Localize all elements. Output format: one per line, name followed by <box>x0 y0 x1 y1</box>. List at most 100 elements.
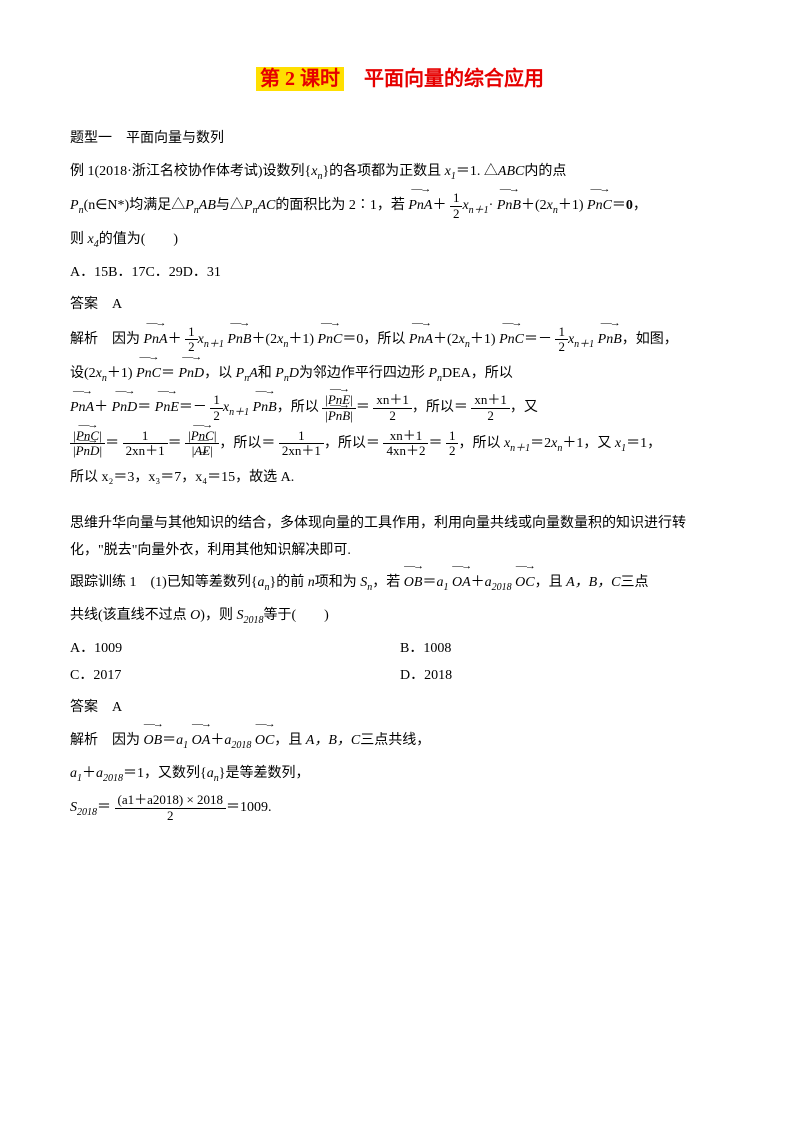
S2018: S2018 <box>236 608 263 623</box>
vec-PnA: —→PnA <box>70 395 94 422</box>
text: ＋1) <box>470 332 496 347</box>
xn1: xn＋1 <box>504 436 530 451</box>
frac-half: 12 <box>210 393 223 423</box>
vec-OA: —→OA <box>452 570 471 597</box>
text: ＋1) <box>107 366 133 381</box>
text: ，且 <box>535 575 567 590</box>
analysis-line2: 设(2xn＋1) —→PnC＝ —→PnD，以 PnA和 PnD为邻边作平行四边… <box>70 361 730 388</box>
text: 项和为 <box>315 575 361 590</box>
PnAB: PnAB <box>185 198 216 213</box>
text: )均满足△ <box>125 198 186 213</box>
text: ＝ <box>97 800 111 815</box>
text: ＝ <box>356 400 370 415</box>
text: ，所以 <box>458 436 504 451</box>
text: ＋1) <box>558 198 584 213</box>
text: ＋ <box>210 733 224 748</box>
vec-OB: —→OB <box>404 570 423 597</box>
answer-2: 答案 A <box>70 695 730 722</box>
text: ，所以＝ <box>412 400 468 415</box>
vec-OC: —→OC <box>255 728 274 755</box>
vec-PnD: —→PnD <box>112 395 138 422</box>
frac-half: 12 <box>555 325 568 355</box>
text: 等于( ) <box>263 608 328 623</box>
PnDEA: Pn <box>428 366 442 381</box>
analysis2-line3: S2018＝ (a1＋a2018) × 20182＝1009. <box>70 793 730 823</box>
vec-PnE: —→PnE <box>155 395 179 422</box>
frac-half: 12 <box>450 191 463 221</box>
xn: xn <box>551 436 562 451</box>
triangle: ABC <box>498 164 524 179</box>
a1: a1 <box>436 575 448 590</box>
frac-1-2xn1b: 12xn＋1 <box>279 429 324 459</box>
opt-D: D．2018 <box>400 663 730 690</box>
text: (n∈ <box>84 198 108 213</box>
xn: xn <box>96 366 107 381</box>
text: 为邻边作平行四边形 <box>299 366 429 381</box>
text: ＝ <box>428 436 442 451</box>
options-2: A．1009 B．1008 <box>70 636 730 663</box>
xn1: xn＋1 <box>568 332 594 347</box>
Sn: Sn <box>360 575 372 590</box>
xn1-sub: xn＋1 <box>462 198 488 213</box>
frac-1-2xn1: 12xn＋1 <box>123 429 168 459</box>
answer-1: 答案 A <box>70 292 730 319</box>
frac-half: 12 <box>446 429 459 459</box>
text: ＝－ <box>179 400 207 415</box>
options-2b: C．2017 D．2018 <box>70 663 730 690</box>
x4: x4 <box>88 232 99 247</box>
section-heading: 题型一 平面向量与数列 <box>70 126 730 153</box>
text: ＝1. △ <box>456 164 498 179</box>
example-1-line1: 例 1(2018·浙江名校协作体考试)设数列{xn}的各项都为正数且 x1＝1.… <box>70 159 730 186</box>
ABC-pts: A，B，C <box>566 575 620 590</box>
a2018: a2018 <box>96 766 123 781</box>
xn1: xn＋1 <box>223 400 249 415</box>
text: 内的点 <box>524 164 566 179</box>
text: ＝1， <box>626 436 661 451</box>
an: an <box>258 575 270 590</box>
text: ，所以＝ <box>219 436 275 451</box>
text: ，又 <box>510 400 538 415</box>
vec-PnA: —→PnA <box>408 193 432 220</box>
vec-PnB: —→PnB <box>253 395 277 422</box>
vec-PnB: —→PnB <box>227 327 251 354</box>
text: ＋ <box>168 332 182 347</box>
text: 的面积比为 2∶1，若 <box>275 198 405 213</box>
vec-OC: —→OC <box>515 570 534 597</box>
text: ＝ <box>162 733 176 748</box>
title-rest: 平面向量的综合应用 <box>344 68 544 90</box>
text: ＝ <box>161 366 175 381</box>
xn: xn <box>547 198 558 213</box>
text: 则 <box>70 232 88 247</box>
text: ＝0，所以 <box>342 332 405 347</box>
text: ＝2 <box>530 436 551 451</box>
text: 解析 因为 <box>70 733 140 748</box>
text: ＝ <box>137 400 151 415</box>
text: 设(2 <box>70 366 96 381</box>
analysis-line4: |—→PnC||—→PnD|＝ 12xn＋1＝ |—→PnC||—→AE|，所以… <box>70 429 730 459</box>
text: ＝ <box>612 198 626 213</box>
example-1-line3: 则 x4的值为( ) <box>70 227 730 254</box>
text: ，若 <box>372 575 400 590</box>
text: ＋(2 <box>251 332 277 347</box>
analysis2-line1: 解析 因为 —→OB＝a1 —→OA＋a2018 —→OC，且 A，B，C三点共… <box>70 728 730 755</box>
example-1-line2: Pn(n∈N*)均满足△PnAB与△PnAC的面积比为 2∶1，若 —→PnA＋… <box>70 191 730 221</box>
follow-up-1-line2: 共线(该直线不过点 O)，则 S2018等于( ) <box>70 603 730 630</box>
vec-PnC: —→PnC <box>318 327 343 354</box>
analysis2-line2: a1＋a2018＝1，又数列{an}是等差数列， <box>70 761 730 788</box>
frac-ratio3: |—→PnC||—→AE| <box>185 429 219 459</box>
xn: xn <box>459 332 470 347</box>
frac-ratio1: |—→PnE||—→PnB| <box>322 393 356 423</box>
analysis-line1: 解析 因为 —→PnA＋ 12xn＋1 —→PnB＋(2xn＋1) —→PnC＝… <box>70 325 730 355</box>
analysis-line3: —→PnA＋ —→PnD＝ —→PnE＝－ 12xn＋1 —→PnB，所以 |—… <box>70 393 730 423</box>
text: ＝－ <box>524 332 552 347</box>
opt-C: C．2017 <box>70 663 400 690</box>
text: ，所以＝ <box>324 436 380 451</box>
text: 跟踪训练 1 (1)已知等差数列{ <box>70 575 258 590</box>
opt-A: A．1009 <box>70 636 400 663</box>
x1: x1 <box>615 436 626 451</box>
text: )，则 <box>200 608 236 623</box>
a1: a1 <box>176 733 188 748</box>
text: ＋ <box>471 575 485 590</box>
PnA-pt: PnA <box>236 366 258 381</box>
text: }是等差数列， <box>219 766 310 781</box>
